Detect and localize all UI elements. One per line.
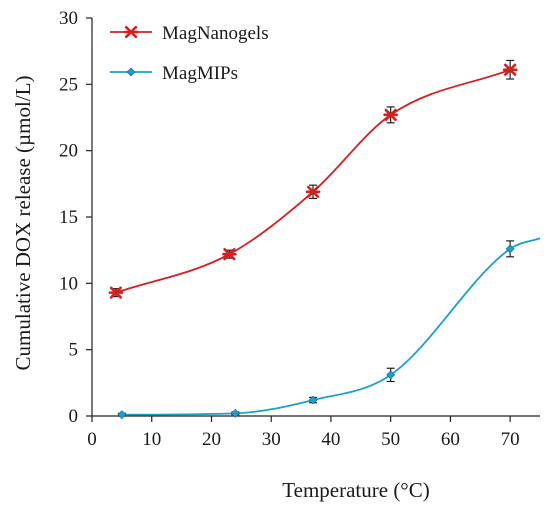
- legend-item-magmips: MagMIPs: [110, 63, 238, 84]
- y-tick-label: 10: [59, 273, 78, 294]
- data-point: [117, 410, 127, 420]
- series-layer: [108, 59, 541, 420]
- series-line-magnanogels: [115, 68, 511, 294]
- series-line-magmips: [121, 237, 541, 416]
- data-point: [502, 63, 518, 76]
- x-axis-title: Temperature (°C): [282, 478, 429, 502]
- data-point: [505, 244, 515, 254]
- legend-item-magnanogels: MagNanogels: [110, 23, 269, 44]
- x-tick-label: 60: [441, 429, 460, 450]
- data-point: [305, 185, 321, 198]
- data-point: [222, 248, 237, 261]
- data-point: [108, 286, 124, 299]
- y-tick-label: 25: [59, 74, 78, 95]
- series-magmips: [117, 237, 541, 420]
- legend-marker: [123, 25, 139, 39]
- y-tick-label: 30: [59, 8, 78, 29]
- axes: [86, 17, 540, 422]
- y-tick-label: 0: [69, 406, 79, 427]
- legend-label: MagMIPs: [162, 63, 238, 84]
- legend-label: MagNanogels: [162, 23, 269, 44]
- x-tick-label: 30: [262, 429, 281, 450]
- data-point: [386, 370, 396, 380]
- x-tick-label: 0: [87, 429, 97, 450]
- x-tick-label: 40: [321, 429, 340, 450]
- x-tick-label: 20: [202, 429, 221, 450]
- data-point: [383, 108, 398, 121]
- legend: MagNanogels MagMIPs: [110, 23, 269, 84]
- data-point: [308, 395, 318, 405]
- x-tick-label: 50: [381, 429, 400, 450]
- legend-marker: [126, 67, 136, 77]
- y-tick-label: 20: [59, 141, 78, 162]
- data-point: [230, 408, 240, 418]
- x-tick-label: 70: [501, 429, 520, 450]
- y-tick-label: 15: [59, 207, 78, 228]
- tick-labels: 0 5 10 15 20 25 30 0 10 20 30 40 50 60 70: [59, 8, 520, 450]
- x-tick-label: 10: [142, 429, 161, 450]
- series-magnanogels: [108, 59, 518, 299]
- y-tick-label: 5: [69, 340, 79, 361]
- y-axis-title: Cumulative DOX release (µmol/L): [11, 76, 35, 371]
